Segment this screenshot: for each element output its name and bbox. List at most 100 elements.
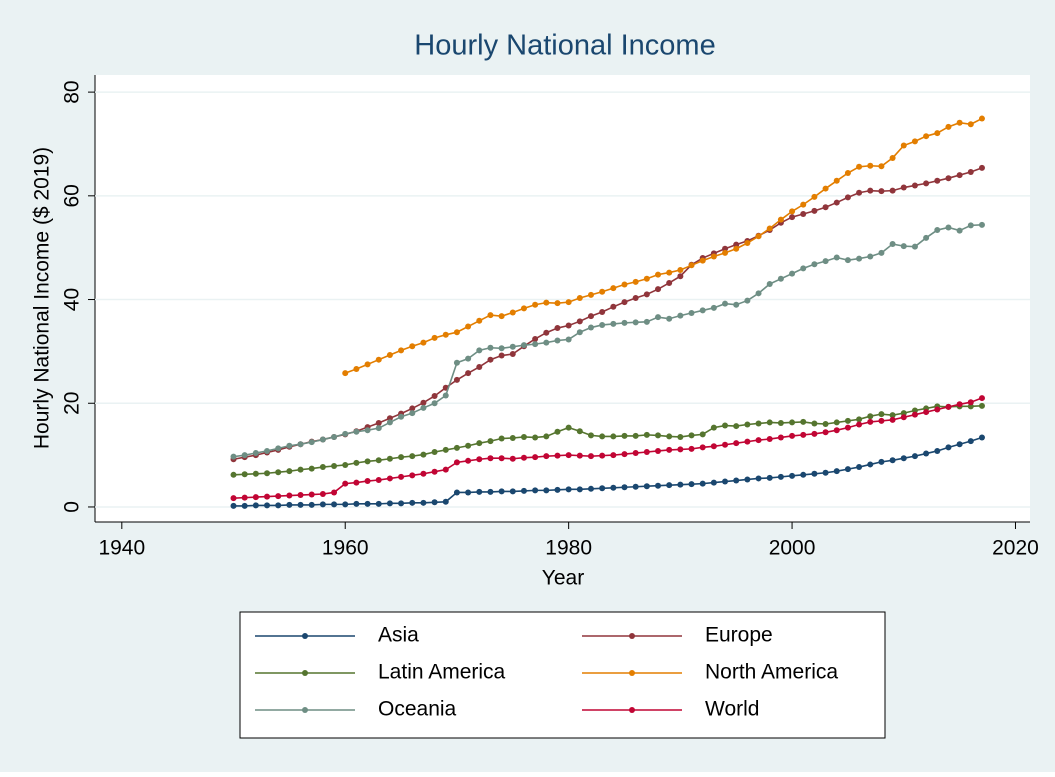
data-point — [543, 433, 550, 440]
data-point — [777, 473, 784, 480]
data-point — [465, 489, 472, 496]
data-point — [275, 502, 282, 509]
data-point — [632, 294, 639, 301]
data-point — [833, 254, 840, 261]
data-point — [878, 411, 885, 418]
data-point — [342, 501, 349, 508]
data-point — [856, 416, 863, 423]
data-point — [733, 241, 740, 248]
data-point — [655, 314, 662, 321]
data-point — [811, 193, 818, 200]
data-point — [386, 419, 393, 426]
data-point — [230, 502, 237, 509]
y-tick-label: 40 — [61, 288, 84, 311]
data-point — [431, 448, 438, 455]
data-point — [610, 303, 617, 310]
data-point — [576, 294, 583, 301]
data-point — [409, 405, 416, 412]
data-point — [822, 258, 829, 265]
data-point — [587, 313, 594, 320]
data-point — [934, 447, 941, 454]
data-point — [565, 424, 572, 431]
data-point — [364, 500, 371, 507]
legend-marker — [302, 707, 308, 713]
data-point — [353, 366, 360, 373]
data-point — [666, 279, 673, 286]
data-point — [844, 170, 851, 177]
data-point — [789, 208, 796, 215]
data-point — [900, 243, 907, 250]
data-point — [331, 433, 338, 440]
data-point — [833, 427, 840, 434]
data-point — [978, 434, 985, 441]
data-point — [342, 480, 349, 487]
data-point — [878, 188, 885, 195]
legend-marker — [629, 707, 635, 713]
data-point — [342, 461, 349, 468]
chart-title: Hourly National Income — [414, 30, 715, 62]
data-point — [744, 476, 751, 483]
data-point — [666, 446, 673, 453]
data-point — [833, 177, 840, 184]
data-point — [889, 187, 896, 194]
x-tick-label: 2020 — [992, 537, 1039, 560]
data-point — [509, 434, 516, 441]
data-point — [599, 288, 606, 295]
data-point — [409, 499, 416, 506]
data-point — [353, 479, 360, 486]
data-point — [889, 457, 896, 464]
data-point — [465, 323, 472, 330]
data-point — [777, 216, 784, 223]
data-point — [956, 119, 963, 126]
data-point — [420, 451, 427, 458]
data-point — [934, 130, 941, 137]
x-tick-label: 1940 — [98, 537, 145, 560]
legend-marker — [629, 670, 635, 676]
data-point — [576, 452, 583, 459]
data-point — [967, 399, 974, 406]
data-point — [867, 418, 874, 425]
data-point — [722, 249, 729, 256]
data-point — [587, 432, 594, 439]
data-point — [498, 352, 505, 359]
data-point — [923, 180, 930, 187]
data-point — [822, 429, 829, 436]
data-point — [465, 355, 472, 362]
data-point — [911, 182, 918, 189]
data-point — [587, 324, 594, 331]
data-point — [532, 434, 539, 441]
data-point — [911, 453, 918, 460]
data-point — [867, 413, 874, 420]
data-point — [621, 319, 628, 326]
data-point — [543, 487, 550, 494]
data-point — [386, 352, 393, 359]
data-point — [978, 402, 985, 409]
data-point — [811, 420, 818, 427]
data-point — [822, 204, 829, 211]
data-point — [800, 201, 807, 208]
data-point — [934, 177, 941, 184]
data-point — [398, 473, 405, 480]
data-point — [911, 407, 918, 414]
data-point — [275, 493, 282, 500]
data-point — [811, 430, 818, 437]
data-point — [576, 318, 583, 325]
data-point — [710, 253, 717, 260]
data-point — [264, 470, 271, 477]
y-tick-label: 20 — [61, 392, 84, 415]
data-point — [375, 419, 382, 426]
data-point — [677, 433, 684, 440]
data-point — [856, 255, 863, 262]
data-point — [442, 392, 449, 399]
data-point — [800, 431, 807, 438]
data-point — [856, 163, 863, 170]
data-point — [844, 194, 851, 201]
data-point — [275, 469, 282, 476]
data-point — [342, 370, 349, 377]
data-point — [978, 221, 985, 228]
data-point — [800, 265, 807, 272]
data-point — [945, 444, 952, 451]
data-point — [286, 442, 293, 449]
data-point — [520, 305, 527, 312]
